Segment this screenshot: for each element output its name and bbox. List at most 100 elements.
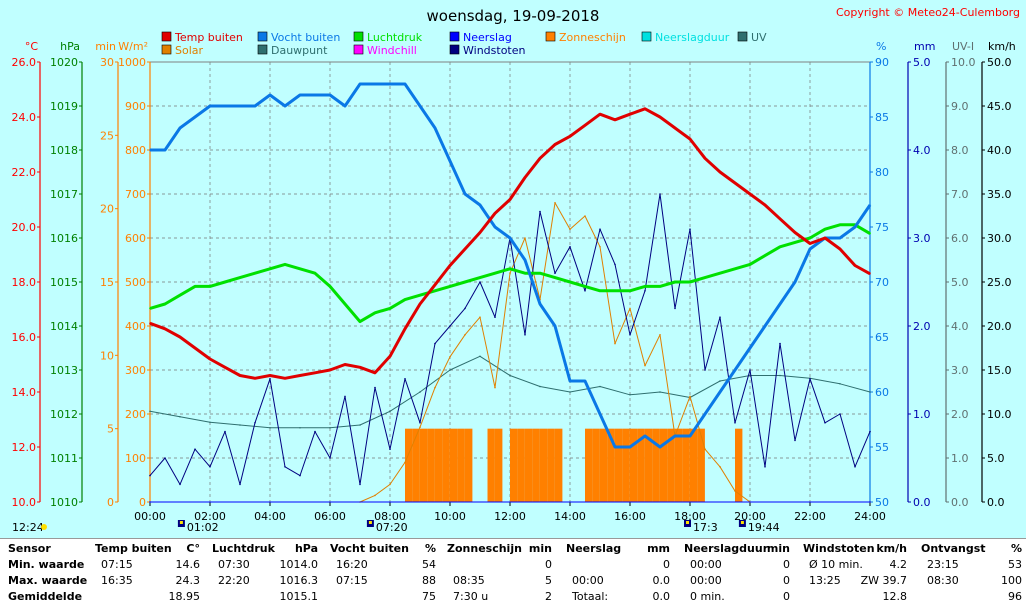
bar-zonneschijn [540, 428, 548, 502]
left-tick-label: 1010 [50, 496, 78, 509]
sun-icon [368, 521, 372, 524]
right-tick-label: 85 [875, 111, 889, 124]
bar-zonneschijn [435, 428, 443, 502]
legend-swatch [161, 44, 172, 55]
left-tick-label: 400 [125, 320, 146, 333]
x-tick-label: 12:00 [494, 510, 526, 523]
right-tick-label: 40.0 [987, 144, 1012, 157]
bar-zonneschijn [660, 428, 668, 502]
left-tick-label: 1015 [50, 276, 78, 289]
right-tick-label: 50.0 [987, 56, 1012, 69]
legend-label: Windchill [367, 44, 417, 57]
bar-zonneschijn [495, 428, 503, 502]
left-axis-unit: W/m² [118, 40, 148, 53]
right-tick-label: 10.0 [951, 56, 976, 69]
bar-zonneschijn [510, 428, 518, 502]
right-tick-label: 4.0 [951, 320, 969, 333]
bar-zonneschijn [675, 428, 683, 502]
right-tick-label: 1.0 [951, 452, 969, 465]
right-tick-label: 70 [875, 276, 889, 289]
left-tick-label: 15 [100, 276, 114, 289]
bar-zonneschijn [652, 428, 660, 502]
bar-zonneschijn [465, 428, 473, 502]
x-tick-label: 22:00 [794, 510, 826, 523]
sun-icon [686, 521, 689, 524]
table-cell: 7:30 u [453, 590, 489, 603]
right-tick-label: 0.0 [951, 496, 969, 509]
left-tick-label: 1013 [50, 364, 78, 377]
right-tick-label: 80 [875, 166, 889, 179]
weather-chart: woensdag, 19-09-2018 Copyright © Meteo24… [12, 6, 1021, 534]
table-cell: Totaal: [572, 590, 609, 603]
table-cell: 16:20 [336, 558, 368, 571]
left-tick-label: 30 [100, 56, 114, 69]
left-tick-label: 600 [125, 232, 146, 245]
legend: Temp buiten Vocht buiten Luchtdruk Neerslag… [161, 31, 767, 57]
line-temp-buiten [149, 107, 871, 380]
left-tick-label: 10.0 [12, 496, 37, 509]
left-tick-label: 1012 [50, 408, 78, 421]
left-tick-label: 26.0 [12, 56, 37, 69]
right-axis-unit: mm [914, 40, 935, 53]
legend-swatch [641, 31, 652, 42]
right-tick-label: 4.0 [913, 144, 931, 157]
right-tick-label: 0.0 [913, 496, 931, 509]
bar-zonneschijn [442, 428, 450, 502]
left-tick-label: 1018 [50, 144, 78, 157]
right-tick-label: 10.0 [987, 408, 1012, 421]
left-tick-label: 1017 [50, 188, 78, 201]
right-tick-label: 15.0 [987, 364, 1012, 377]
legend-label: Luchtdruk [367, 31, 423, 44]
table-cell: Gemiddelde [8, 590, 83, 603]
bar-zonneschijn [637, 428, 645, 502]
legend-label: Neerslag [463, 31, 512, 44]
legend-label: Vocht buiten [271, 31, 340, 44]
right-axis-unit: % [876, 40, 886, 53]
right-tick-label: 2.0 [951, 408, 969, 421]
right-tick-label: 20.0 [987, 320, 1012, 333]
legend-label: Neerslagduur [655, 31, 730, 44]
table-cell: 0 min. [690, 590, 725, 603]
left-tick-label: 200 [125, 408, 146, 421]
bar-zonneschijn [487, 428, 495, 502]
marker-time-label: 19:44 [748, 521, 780, 534]
left-tick-label: 1016 [50, 232, 78, 245]
right-tick-label: 9.0 [951, 100, 969, 113]
legend-label: Temp buiten [174, 31, 243, 44]
x-tick-label: 08:00 [374, 510, 406, 523]
left-time-label: 12:24 [12, 521, 44, 534]
bar-zonneschijn [682, 428, 690, 502]
bar-zonneschijn [450, 428, 458, 502]
right-tick-label: 3.0 [951, 364, 969, 377]
left-tick-label: 0 [107, 496, 114, 509]
legend-swatch [257, 31, 268, 42]
line-dauwpunt [149, 355, 871, 429]
bar-zonneschijn [592, 428, 600, 502]
table-cell: Temp buiten [95, 542, 172, 555]
marker-time-label: 01:02 [187, 521, 219, 534]
x-tick-label: 06:00 [314, 510, 346, 523]
left-tick-label: 16.0 [12, 331, 37, 344]
legend-label: Zonneschijn [559, 31, 626, 44]
right-tick-label: 75 [875, 221, 889, 234]
bar-zonneschijn [555, 428, 563, 502]
left-tick-label: 20.0 [12, 221, 37, 234]
legend-label: Solar [175, 44, 204, 57]
right-axis-unit: km/h [988, 40, 1016, 53]
bar-zonneschijn [607, 428, 615, 502]
table-cell: 00:00 [572, 574, 604, 587]
bar-zonneschijn [690, 428, 698, 502]
legend-label: UV [751, 31, 767, 44]
legend-swatch [449, 44, 460, 55]
sun-icon [179, 521, 183, 524]
right-tick-label: 45.0 [987, 100, 1012, 113]
table-cell: 08:35 [453, 574, 485, 587]
right-tick-label: 90 [875, 56, 889, 69]
left-axis-unit: °C [25, 40, 39, 53]
x-tick-label: 14:00 [554, 510, 586, 523]
right-tick-label: 35.0 [987, 188, 1012, 201]
left-tick-label: 900 [125, 100, 146, 113]
bar-zonneschijn [697, 428, 705, 502]
x-tick-label: 16:00 [614, 510, 646, 523]
right-tick-label: 1.0 [913, 408, 931, 421]
